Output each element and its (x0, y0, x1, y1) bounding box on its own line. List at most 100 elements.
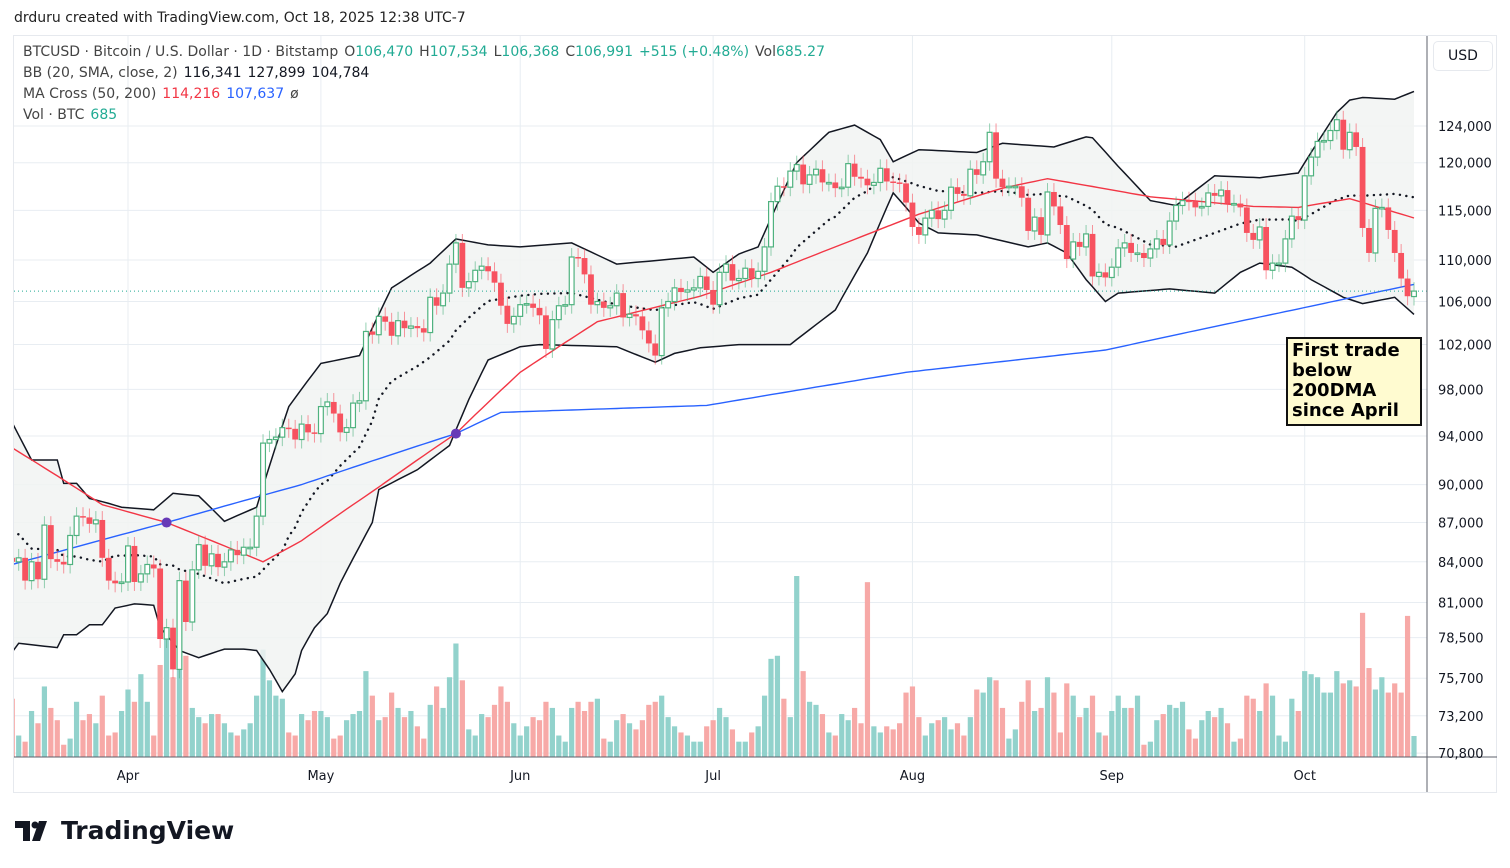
time-axis[interactable]: Apr May Jun Jul Aug Sep Oct (117, 769, 1316, 784)
ma50-value: 114,216 (162, 86, 221, 102)
volume-bar (1199, 720, 1205, 757)
volume-bar (1282, 741, 1288, 757)
candle (1095, 263, 1102, 286)
volume-bar (1302, 671, 1308, 757)
volume-bar (967, 717, 973, 757)
candle-body (105, 557, 112, 581)
volume-bar (1038, 707, 1044, 757)
volume-legend[interactable]: Vol · BTC 685 (23, 107, 123, 123)
candle (401, 311, 408, 338)
candles (14, 110, 1417, 679)
volume-bar (909, 686, 916, 757)
volume-bar (851, 707, 858, 757)
candle-body (1211, 192, 1218, 196)
volume-bar (1154, 720, 1160, 757)
symbol-legend[interactable]: BTCUSD · Bitcoin / U.S. Dollar · 1D · Bi… (23, 44, 831, 60)
candle-body (838, 186, 845, 190)
price-tick-label: 78,500 (1438, 632, 1484, 647)
candle (1269, 254, 1276, 280)
currency-button[interactable]: USD (1433, 41, 1493, 71)
open-value: 106,470 (355, 44, 414, 60)
candle-body (1205, 192, 1212, 208)
candle-body (498, 282, 504, 306)
candle (472, 261, 479, 291)
candle-body (1018, 186, 1025, 198)
volume-bar (318, 710, 324, 757)
candle (1237, 194, 1244, 217)
bollinger-label: BB (20, SMA, close, 2) (23, 65, 178, 81)
candle-body (588, 274, 594, 305)
candle (1391, 221, 1398, 262)
candle-body (1295, 216, 1302, 221)
candle (504, 296, 511, 333)
volume-bar (858, 723, 864, 757)
ma-cross-legend[interactable]: MA Cross (50, 200) 114,216 107,637 ø (23, 86, 305, 102)
candle (221, 552, 228, 577)
candle (1224, 181, 1231, 213)
candle (510, 307, 517, 333)
candle (28, 552, 35, 590)
candle (1063, 216, 1070, 269)
volume-bar (266, 680, 273, 757)
candle-body (645, 330, 652, 344)
candle-body (163, 627, 170, 640)
price-tick-label: 75,700 (1438, 672, 1484, 687)
candle (961, 184, 967, 205)
volume-bar (581, 710, 588, 757)
candle (485, 257, 491, 281)
candle (825, 173, 832, 192)
candle (446, 255, 453, 303)
volume-bar (1070, 695, 1076, 757)
candle-body (202, 544, 209, 566)
candle (1250, 224, 1257, 249)
candle-body (317, 405, 324, 435)
plot-area[interactable] (9, 90, 1427, 757)
volume-bar (93, 723, 99, 757)
candle (324, 393, 331, 416)
candle (124, 537, 131, 591)
candle (890, 172, 897, 192)
price-axis[interactable]: 124,000 120,000 115,000 110,000 106,000 102,0… (1438, 120, 1492, 762)
candle-body (1115, 247, 1122, 268)
candle-body (1250, 232, 1257, 240)
volume-bar (1385, 692, 1391, 757)
candle (1243, 198, 1250, 242)
volume-bars (14, 576, 1417, 757)
volume-bar (1392, 683, 1398, 757)
candle (182, 571, 189, 632)
candle (118, 573, 125, 593)
candle-body (787, 170, 794, 188)
candle (1076, 232, 1083, 256)
candle (272, 428, 279, 449)
candle (1295, 207, 1302, 230)
volume-bar (1244, 695, 1250, 757)
candle-body (1186, 200, 1192, 203)
candle (420, 319, 427, 342)
candle (915, 218, 922, 244)
candle (1051, 183, 1057, 216)
volume-bar (819, 714, 826, 757)
candle (1218, 181, 1225, 205)
price-tick-label: 94,000 (1438, 430, 1484, 445)
candle-body (1372, 207, 1379, 254)
volume-bar (99, 695, 105, 757)
bollinger-legend[interactable]: BB (20, SMA, close, 2) 116,341 127,899 104,… (23, 65, 375, 81)
candle (1398, 244, 1405, 288)
candle-body (845, 163, 852, 188)
candle (208, 544, 215, 575)
volume-bar (1321, 692, 1327, 757)
volume-bar (511, 723, 517, 757)
candle (735, 269, 742, 290)
candle-body (549, 318, 556, 350)
candle (1340, 110, 1347, 159)
candle-body (607, 305, 614, 309)
volume-bar (639, 720, 645, 757)
volume-bar (1398, 692, 1404, 757)
candle (1301, 166, 1308, 230)
candle-body (298, 423, 305, 441)
tradingview-logo[interactable]: TradingView (15, 816, 234, 845)
time-tick-label: Oct (1293, 769, 1315, 784)
volume-bar (1134, 695, 1141, 757)
candle-body (877, 167, 884, 184)
